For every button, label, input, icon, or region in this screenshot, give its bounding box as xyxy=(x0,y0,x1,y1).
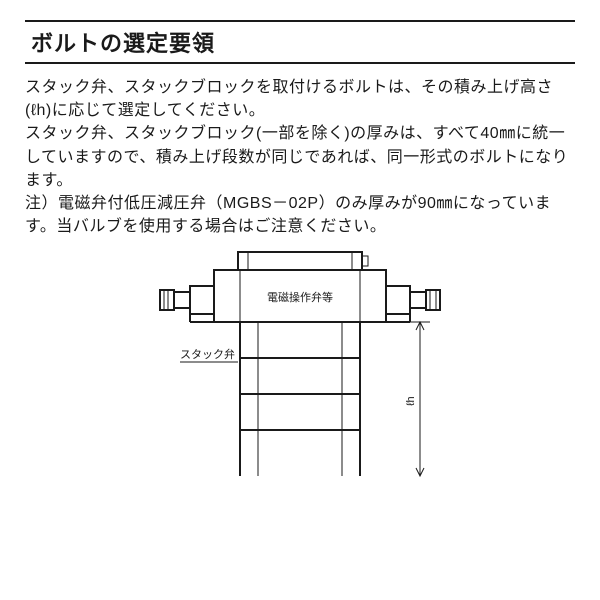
diagram-label-top: 電磁操作弁等 xyxy=(267,290,333,304)
body-text: スタック弁、スタックブロックを取付けるボルトは、その積み上げ高さ(ℓh)に応じて… xyxy=(25,76,575,238)
diagram-label-side: スタック弁 xyxy=(180,347,235,361)
paragraph-1: スタック弁、スタックブロックを取付けるボルトは、その積み上げ高さ(ℓh)に応じて… xyxy=(25,79,553,119)
paragraph-3: 注）電磁弁付低圧減圧弁（MGBS－02P）のみ厚みが90㎜になっています。当バル… xyxy=(25,195,551,235)
paragraph-2: スタック弁、スタックブロック(一部を除く)の厚みは、すべて40㎜に統一しています… xyxy=(25,125,568,188)
stack-valve-diagram: 電磁操作弁等 スタック弁 ℓh xyxy=(25,246,575,496)
diagram-label-dim: ℓh xyxy=(405,397,417,407)
section-heading: ボルトの選定要領 xyxy=(25,20,575,64)
